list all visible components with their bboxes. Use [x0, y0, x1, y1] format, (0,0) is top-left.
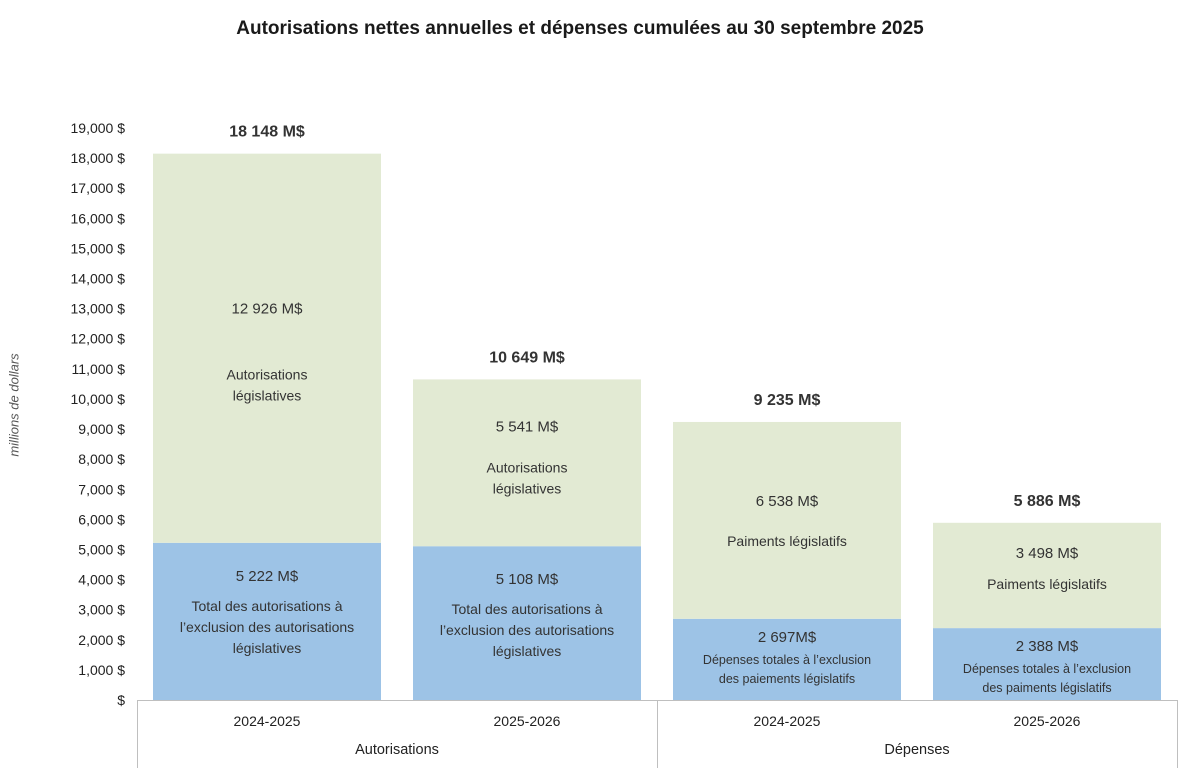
x-group-label: Dépenses	[884, 742, 949, 758]
segment-description-label: législatives	[233, 640, 301, 656]
segment-value-label: 5 108 M$	[496, 571, 559, 588]
y-tick-label: 13,000 $	[71, 301, 126, 317]
bar-segment	[413, 546, 641, 700]
y-tick-label: 3,000 $	[78, 602, 125, 618]
bar-segment	[153, 153, 381, 543]
bar-segment	[153, 542, 381, 700]
x-category-label: 2025-2026	[1014, 713, 1081, 729]
segment-description-label: Total des autorisations à	[192, 598, 343, 614]
y-tick-label: 10,000 $	[71, 391, 126, 407]
y-tick-label: 15,000 $	[71, 240, 126, 256]
x-category-label: 2024-2025	[754, 713, 821, 729]
y-tick-label: 4,000 $	[78, 572, 125, 588]
y-tick-label: $	[117, 692, 125, 708]
segment-value-label: 5 222 M$	[236, 568, 299, 585]
y-tick-label: 1,000 $	[78, 662, 125, 678]
segment-description-label: Autorisations	[227, 367, 308, 383]
segment-description-label: Total des autorisations à	[452, 601, 603, 617]
segment-description-label: Dépenses totales à l’exclusion	[963, 662, 1131, 676]
segment-description-label: Dépenses totales à l’exclusion	[703, 653, 871, 667]
y-tick-label: 11,000 $	[72, 361, 126, 377]
bar-segment	[933, 522, 1161, 629]
segment-description-label: Autorisations	[487, 459, 568, 475]
y-tick-label: 8,000 $	[78, 451, 125, 467]
bar-total-label: 18 148 M$	[229, 124, 305, 141]
segment-description-label: Paiments législatifs	[727, 533, 847, 549]
y-tick-label: 2,000 $	[78, 632, 125, 648]
segment-value-label: 2 697M$	[758, 629, 817, 646]
y-tick-label: 12,000 $	[71, 331, 126, 347]
bar-segment	[413, 379, 641, 547]
segment-value-label: 2 388 M$	[1016, 638, 1079, 655]
bar-total-label: 9 235 M$	[754, 392, 821, 409]
bar-segment	[673, 618, 901, 700]
y-tick-label: 16,000 $	[71, 210, 126, 226]
bar-segment	[673, 421, 901, 619]
x-group-label: Autorisations	[355, 742, 439, 758]
segment-value-label: 12 926 M$	[232, 301, 304, 318]
y-tick-label: 19,000 $	[71, 120, 126, 136]
chart-title: Autorisations nettes annuelles et dépens…	[236, 18, 924, 39]
segment-description-label: législatives	[493, 643, 561, 659]
y-tick-label: 14,000 $	[71, 271, 126, 287]
x-category-label: 2025-2026	[494, 713, 561, 729]
segment-description-label: Paiments législatifs	[987, 576, 1107, 592]
segment-description-label: législatives	[233, 388, 301, 404]
x-category-label: 2024-2025	[234, 713, 301, 729]
y-tick-label: 6,000 $	[78, 511, 125, 527]
bar-total-label: 10 649 M$	[489, 349, 565, 366]
segment-description-label: l’exclusion des autorisations	[180, 619, 354, 635]
y-tick-label: 9,000 $	[78, 421, 125, 437]
segment-value-label: 6 538 M$	[756, 493, 819, 510]
segment-description-label: législatives	[493, 480, 561, 496]
segment-value-label: 3 498 M$	[1016, 545, 1079, 562]
y-tick-label: 18,000 $	[71, 150, 126, 166]
bar-segment	[933, 628, 1161, 700]
segment-description-label: l’exclusion des autorisations	[440, 622, 614, 638]
y-tick-label: 7,000 $	[78, 481, 125, 497]
y-tick-label: 5,000 $	[78, 541, 125, 557]
segment-description-label: des paiments législatifs	[982, 681, 1111, 695]
segment-description-label: des paiements législatifs	[719, 672, 855, 686]
segment-value-label: 5 541 M$	[496, 418, 559, 435]
y-tick-label: 17,000 $	[71, 180, 126, 196]
bar-total-label: 5 886 M$	[1014, 493, 1081, 510]
